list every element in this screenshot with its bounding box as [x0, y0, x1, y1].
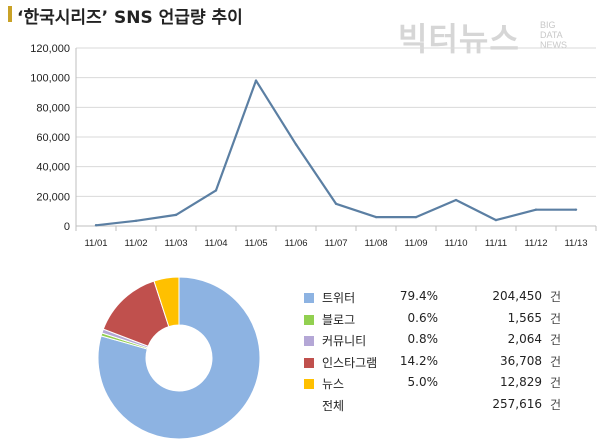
- donut-slice: [153, 276, 180, 328]
- legend-percent: 0.6%: [407, 310, 439, 325]
- y-tick-label: 40,000: [36, 162, 70, 174]
- legend-swatch: [304, 357, 314, 368]
- x-tick-label: 11/01: [84, 238, 107, 249]
- x-tick-label: 11/13: [564, 238, 587, 249]
- data-point: [454, 198, 458, 202]
- y-tick-label: 100,000: [30, 73, 70, 85]
- x-tick-label: 11/03: [164, 238, 187, 249]
- legend-swatch: [304, 314, 314, 325]
- x-tick-label: 11/06: [284, 238, 307, 249]
- brand-watermark: 빅터뉴스: [398, 20, 520, 58]
- data-point: [294, 143, 298, 146]
- data-point: [254, 79, 258, 82]
- legend-total-label: 전체: [322, 398, 345, 413]
- legend-label: 인스타그램: [322, 355, 378, 370]
- y-tick-label: 120,000: [30, 43, 70, 55]
- data-point: [374, 215, 378, 219]
- x-tick-label: 11/11: [485, 238, 507, 249]
- x-tick-label: 11/02: [124, 238, 147, 249]
- brand-watermark-sub: BIG DATA NEWS: [540, 20, 567, 50]
- legend-unit: 건: [550, 354, 562, 369]
- legend-swatch: [304, 336, 314, 346]
- legend-count: 1,565: [507, 310, 542, 325]
- data-point: [214, 189, 218, 192]
- legend-count: 2,064: [507, 332, 542, 346]
- legend-total-count: 257,616: [492, 396, 542, 411]
- legend-label: 트위터: [322, 291, 356, 305]
- legend-percent: 14.2%: [399, 353, 438, 368]
- legend-label: 커뮤니티: [322, 334, 367, 348]
- data-point: [94, 224, 98, 227]
- data-point: [534, 208, 538, 211]
- title-accent-bar: [8, 6, 12, 22]
- legend-count: 36,708: [500, 353, 542, 368]
- legend-count: 12,829: [500, 375, 542, 389]
- watermark-line: DATA: [540, 30, 563, 40]
- x-tick-label: 11/05: [244, 238, 267, 249]
- donut-chart: [97, 276, 261, 440]
- donut-slice: [97, 276, 261, 440]
- legend-unit: 건: [550, 397, 562, 412]
- legend-count: 204,450: [492, 289, 542, 303]
- x-tick-label: 11/04: [204, 238, 227, 249]
- y-tick-label: 60,000: [36, 132, 70, 144]
- legend-unit: 건: [550, 333, 562, 347]
- x-tick-label: 11/10: [444, 238, 467, 249]
- legend-unit: 건: [550, 311, 562, 326]
- y-tick-label: 20,000: [36, 191, 70, 203]
- legend-unit: 건: [550, 290, 562, 304]
- legend-label: 블로그: [322, 312, 356, 327]
- x-tick-label: 11/09: [404, 238, 427, 249]
- legend-swatch: [304, 293, 314, 303]
- data-point: [414, 215, 418, 219]
- legend-percent: 79.4%: [399, 289, 438, 303]
- legend-unit: 건: [550, 376, 562, 390]
- data-point: [494, 218, 498, 222]
- watermark-line: NEWS: [540, 40, 567, 50]
- data-point: [174, 213, 178, 217]
- line-chart: 0 20,000 40,000 60,000 80,000 100,000 120,000 1…: [30, 43, 597, 249]
- data-point: [334, 202, 338, 205]
- x-tick-label: 11/07: [324, 238, 347, 249]
- data-point: [134, 219, 138, 223]
- data-point: [574, 208, 578, 211]
- legend-label: 뉴스: [322, 377, 345, 391]
- x-tick-label: 11/08: [364, 238, 387, 249]
- chart-title: ‘한국시리즈’ SNS 언급량 추이: [17, 8, 243, 28]
- y-tick-label: 80,000: [36, 102, 70, 114]
- watermark-line: BIG: [540, 20, 556, 30]
- x-tick-label: 11/12: [524, 238, 547, 249]
- legend-swatch: [304, 379, 314, 389]
- y-tick-label: 0: [64, 221, 70, 233]
- legend-percent: 0.8%: [407, 332, 439, 346]
- legend-percent: 5.0%: [407, 375, 439, 389]
